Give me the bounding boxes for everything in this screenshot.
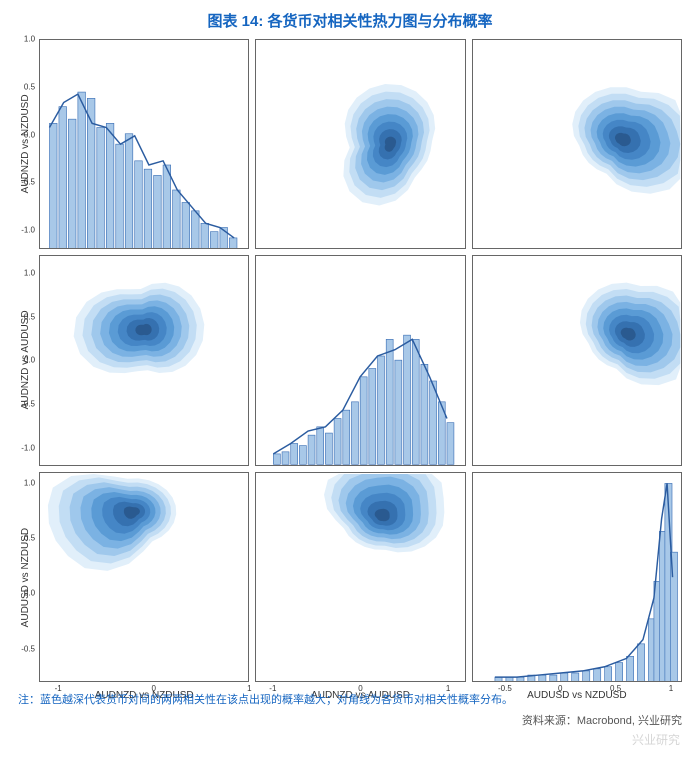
figure-container: 图表 14: 各货币对相关性热力图与分布概率 AUDNZD vs NZDUSD …: [0, 0, 700, 758]
cell-2-2: -0.500.51: [472, 472, 682, 682]
cell-1-1: [255, 255, 465, 465]
cell-0-1: [255, 39, 465, 249]
watermark: 兴业研究: [632, 731, 680, 748]
cell-0-0: -1.0-0.50.00.51.0: [39, 39, 249, 249]
cell-0-2: [472, 39, 682, 249]
cell-1-2: [472, 255, 682, 465]
cell-2-0: -0.50.00.51.0-101: [39, 472, 249, 682]
source-line: 资料来源：Macrobond, 兴业研究: [18, 712, 682, 728]
cell-1-0: -1.0-0.50.00.51.0: [39, 255, 249, 465]
cell-2-1: -101: [255, 472, 465, 682]
subplot-grid: AUDNZD vs NZDUSD -1.0-0.50.00.51.0 AUDNZ…: [18, 39, 682, 679]
chart-title: 图表 14: 各货币对相关性热力图与分布概率: [18, 10, 682, 31]
